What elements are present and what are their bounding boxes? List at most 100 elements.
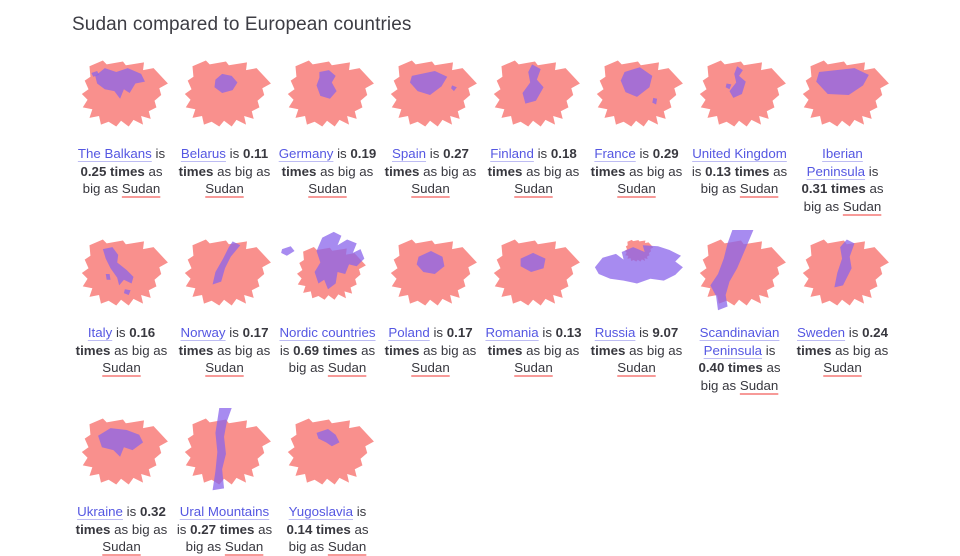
size-comparison-map-icon xyxy=(594,239,683,284)
map-box xyxy=(278,408,378,496)
size-comparison-map-icon xyxy=(699,60,786,127)
country-link[interactable]: Spain xyxy=(392,146,427,161)
sudan-link[interactable]: Sudan xyxy=(102,539,141,554)
caption-text: is xyxy=(176,521,187,537)
country-link[interactable]: Poland xyxy=(388,325,430,340)
sudan-link[interactable]: Sudan xyxy=(842,198,882,214)
map-box xyxy=(381,50,481,138)
ratio-text: 0.18 times xyxy=(487,146,577,179)
size-comparison-map-icon xyxy=(81,418,168,485)
sudan-link[interactable]: Sudan xyxy=(327,360,367,375)
caption-text: as big as xyxy=(700,360,781,393)
country-comparison-cell-uk: United Kingdom is 0.13 times as big as S… xyxy=(688,50,791,215)
comparison-caption: Iberian Peninsula is 0.31 times as big a… xyxy=(793,145,892,215)
size-comparison-map-icon xyxy=(493,239,580,306)
comparison-caption: Italy is 0.16 times as big as Sudan xyxy=(72,324,171,377)
country-link[interactable]: Italy xyxy=(87,325,113,340)
country-link[interactable]: Iberian Peninsula xyxy=(806,146,866,179)
country-link[interactable]: Romania xyxy=(485,325,539,340)
comparison-caption: Norway is 0.17 times as big as Sudan xyxy=(175,324,274,377)
country-comparison-cell-sweden: Sweden is 0.24 times as big as Sudan xyxy=(791,229,894,394)
country-link[interactable]: Germany xyxy=(278,146,334,161)
country-link[interactable]: Norway xyxy=(180,325,226,340)
sudan-link[interactable]: Sudan xyxy=(514,360,553,375)
map-box xyxy=(690,50,790,138)
caption-text: as big as xyxy=(835,342,889,358)
sudan-link[interactable]: Sudan xyxy=(121,181,161,196)
country-silhouette xyxy=(316,429,339,447)
caption-text: as big as xyxy=(526,342,580,358)
comparison-caption: Russia is 9.07 times as big as Sudan xyxy=(587,324,686,377)
sudan-link[interactable]: Sudan xyxy=(205,360,244,375)
country-link[interactable]: Sweden xyxy=(797,325,846,340)
comparison-caption: Yugoslavia is 0.14 times as big as Sudan xyxy=(278,503,377,556)
country-comparison-cell-ural: Ural Mountains is 0.27 times as big as S… xyxy=(173,408,276,556)
country-comparison-cell-ukraine: Ukraine is 0.32 times as big as Sudan xyxy=(70,408,173,556)
ratio-text: 0.13 times xyxy=(705,163,770,179)
map-box xyxy=(484,50,584,138)
caption-text: is xyxy=(229,146,240,161)
caption-text: is xyxy=(155,146,166,161)
country-comparison-cell-romania: Romania is 0.13 times as big as Sudan xyxy=(482,229,585,394)
ratio-text: 0.27 times xyxy=(384,146,469,179)
comparison-caption: Nordic countries is 0.69 times as big as… xyxy=(278,324,377,377)
size-comparison-map-icon xyxy=(390,239,477,306)
country-link[interactable]: Nordic countries xyxy=(279,325,376,340)
map-box xyxy=(175,50,275,138)
caption-text: is xyxy=(765,342,776,358)
caption-text: is xyxy=(848,325,859,340)
caption-text: is xyxy=(868,163,879,179)
sudan-silhouette xyxy=(390,60,477,127)
sudan-link[interactable]: Sudan xyxy=(308,181,347,196)
country-silhouette xyxy=(520,252,545,273)
size-comparison-map-icon xyxy=(802,60,889,127)
country-link[interactable]: Russia xyxy=(594,325,636,340)
comparison-caption: Ural Mountains is 0.27 times as big as S… xyxy=(175,503,274,556)
comparison-caption: Spain is 0.27 times as big as Sudan xyxy=(381,145,480,198)
ratio-text: 0.25 times xyxy=(80,163,145,179)
sudan-link[interactable]: Sudan xyxy=(823,360,862,375)
caption-text: is xyxy=(639,146,650,161)
size-comparison-map-icon xyxy=(699,229,786,311)
country-link[interactable]: The Balkans xyxy=(77,146,152,161)
sudan-link[interactable]: Sudan xyxy=(411,181,450,196)
sudan-link[interactable]: Sudan xyxy=(739,181,779,196)
country-silhouette xyxy=(90,68,145,99)
sudan-link[interactable]: Sudan xyxy=(617,360,656,375)
ratio-text: 0.16 times xyxy=(75,325,156,358)
sudan-link[interactable]: Sudan xyxy=(205,181,244,196)
sudan-silhouette xyxy=(81,418,168,485)
country-link[interactable]: Ural Mountains xyxy=(179,504,270,519)
map-box xyxy=(278,50,378,138)
sudan-link[interactable]: Sudan xyxy=(224,539,264,554)
country-comparison-cell-yugoslavia: Yugoslavia is 0.14 times as big as Sudan xyxy=(276,408,379,556)
country-link[interactable]: Ukraine xyxy=(77,504,123,519)
sudan-silhouette xyxy=(493,239,580,306)
country-link[interactable]: France xyxy=(594,146,636,161)
country-link[interactable]: Belarus xyxy=(180,146,226,161)
country-link[interactable]: Finland xyxy=(490,146,534,161)
comparison-caption: The Balkans is 0.25 times as big as Suda… xyxy=(72,145,171,198)
map-box xyxy=(690,229,790,317)
comparison-caption: Sweden is 0.24 times as big as Sudan xyxy=(793,324,892,377)
country-comparison-cell-poland: Poland is 0.17 times as big as Sudan xyxy=(379,229,482,394)
sudan-link[interactable]: Sudan xyxy=(739,377,779,393)
country-link[interactable]: Yugoslavia xyxy=(288,504,353,519)
sudan-link[interactable]: Sudan xyxy=(327,539,367,554)
comparison-caption: Finland is 0.18 times as big as Sudan xyxy=(484,145,583,198)
sudan-link[interactable]: Sudan xyxy=(617,181,656,196)
sudan-silhouette xyxy=(184,60,271,127)
sudan-link[interactable]: Sudan xyxy=(514,181,553,196)
country-link[interactable]: United Kingdom xyxy=(692,146,787,161)
sudan-link[interactable]: Sudan xyxy=(411,360,450,375)
ratio-text: 0.17 times xyxy=(384,325,473,358)
caption-text: as big as xyxy=(700,163,788,197)
size-comparison-map-icon xyxy=(596,60,683,127)
caption-text: as big as xyxy=(217,163,271,179)
country-link[interactable]: Scandinavian Peninsula xyxy=(699,325,780,358)
comparison-caption: Germany is 0.19 times as big as Sudan xyxy=(278,145,377,198)
sudan-link[interactable]: Sudan xyxy=(102,360,141,375)
country-comparison-cell-italy: Italy is 0.16 times as big as Sudan xyxy=(70,229,173,394)
caption-text: is xyxy=(356,504,367,519)
